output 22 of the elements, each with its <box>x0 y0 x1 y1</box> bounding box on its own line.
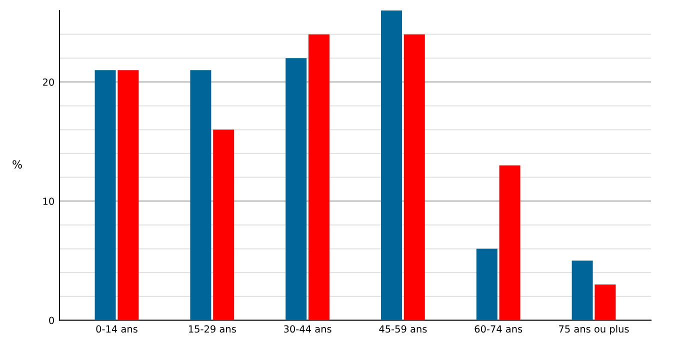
bar <box>118 70 139 320</box>
bar <box>381 10 402 320</box>
bar <box>476 248 498 320</box>
bar <box>286 58 307 320</box>
x-tick-label: 60-74 ans <box>474 325 522 333</box>
y-axis-title: % <box>12 160 22 169</box>
x-tick-label: 45-59 ans <box>379 325 427 333</box>
x-tick-label: 30-44 ans <box>284 325 332 333</box>
bar <box>94 70 116 320</box>
x-tick-label: 75 ans ou plus <box>559 325 629 335</box>
bar <box>190 70 212 320</box>
y-tick-label: 0 <box>49 316 54 324</box>
bar <box>594 284 616 320</box>
y-tick-label: 20 <box>42 78 54 86</box>
x-tick-label: 0-14 ans <box>96 325 138 333</box>
bar <box>404 34 425 320</box>
bar <box>308 34 330 320</box>
bar <box>213 130 234 320</box>
bar <box>572 260 593 320</box>
bar <box>499 165 520 320</box>
y-tick-label: 10 <box>43 198 54 205</box>
x-tick-label: 15-29 ans <box>188 325 236 333</box>
